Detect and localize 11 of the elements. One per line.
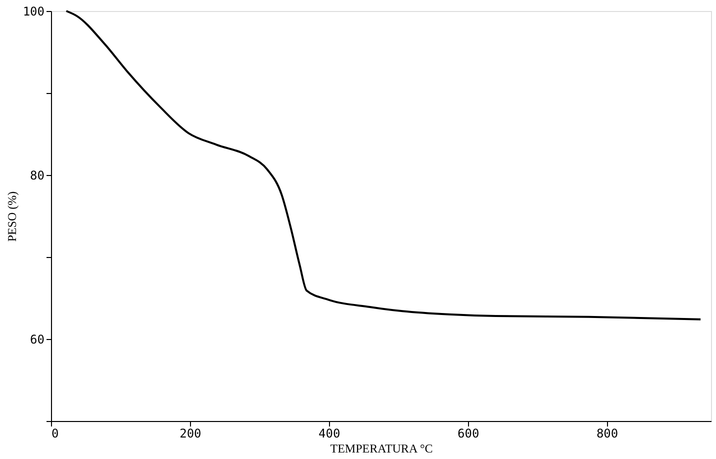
line-series <box>65 10 702 320</box>
y-tick-label: 60 <box>30 332 44 346</box>
x-axis-title: TEMPERATURA °C <box>330 442 433 456</box>
x-tick-label: 600 <box>458 426 480 440</box>
y-tick-label: 100 <box>22 4 44 18</box>
x-tick-label: 0 <box>52 426 59 440</box>
y-axis-title: PESO (%) <box>4 191 19 242</box>
x-tick-label: 200 <box>180 426 202 440</box>
x-tick-label: 800 <box>596 426 618 440</box>
y-tick-label: 80 <box>30 168 44 182</box>
x-tick-label: 400 <box>318 426 340 440</box>
